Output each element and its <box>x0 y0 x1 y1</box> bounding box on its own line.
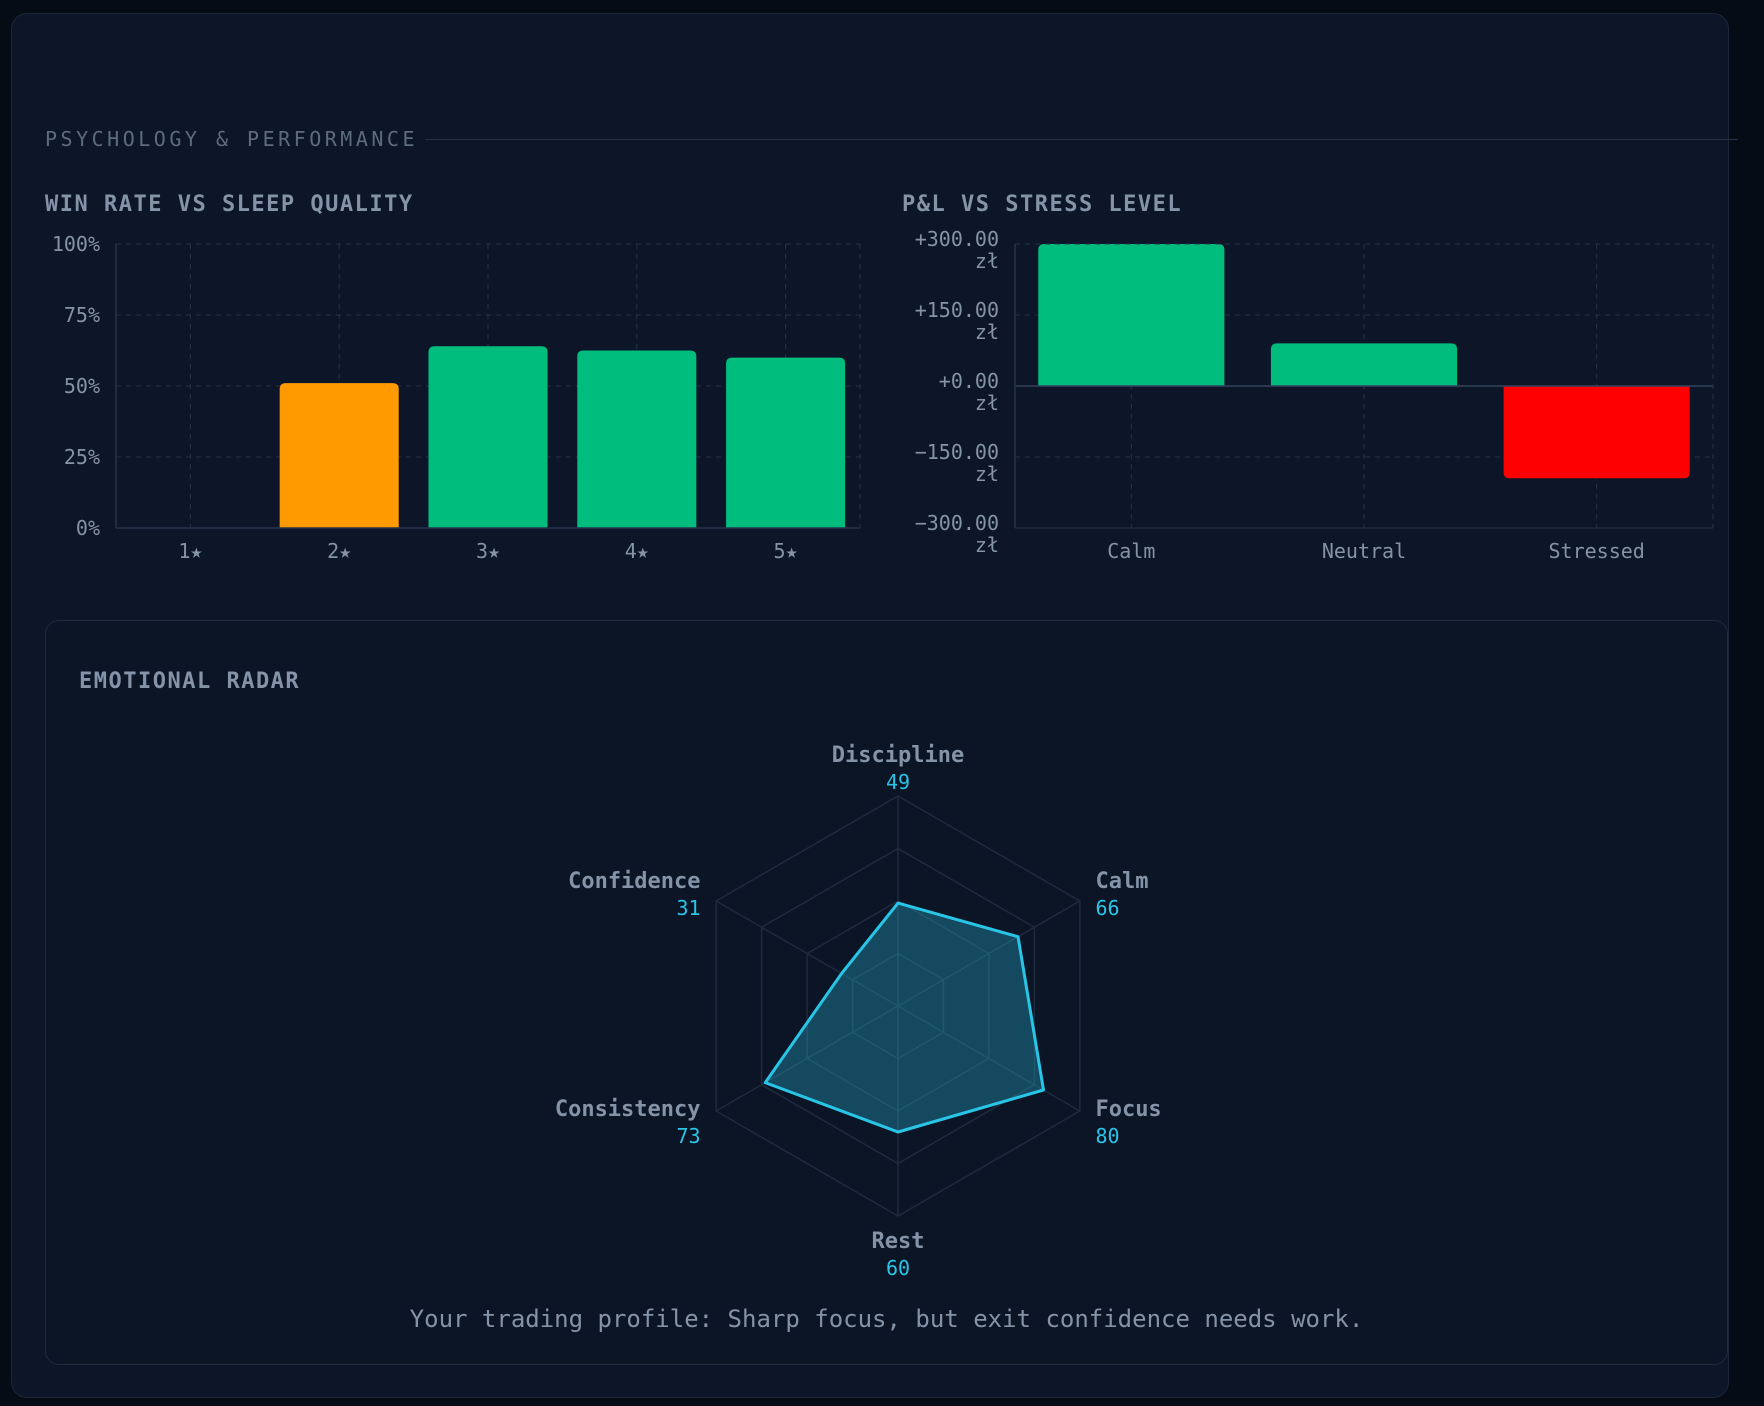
radar-axis-value: 49 <box>886 770 910 794</box>
pnl-x-tick: Neutral <box>1322 539 1406 563</box>
win-rate-y-tick: 100% <box>52 232 100 256</box>
radar-axis-value: 73 <box>676 1124 700 1148</box>
pnl-bar <box>1038 244 1225 386</box>
win-rate-y-tick: 50% <box>64 374 100 398</box>
radar-axis-label: Discipline <box>832 743 964 768</box>
pnl-y-tick-unit: zł <box>975 391 999 415</box>
pnl-chart-title: P&L VS STRESS LEVEL <box>902 192 1183 217</box>
radar-axis-label: Consistency <box>555 1097 701 1122</box>
psychology-panel: PSYCHOLOGY & PERFORMANCE WIN RATE VS SLE… <box>11 13 1738 1398</box>
win-rate-chart-title: WIN RATE VS SLEEP QUALITY <box>45 192 414 217</box>
radar-axis-value: 80 <box>1095 1124 1119 1148</box>
radar-title: EMOTIONAL RADAR <box>79 669 301 694</box>
section-divider <box>425 139 1738 140</box>
win-rate-x-tick: 2★ <box>327 539 351 563</box>
win-rate-x-tick: 5★ <box>774 539 798 563</box>
win-rate-bar <box>726 357 846 528</box>
pnl-y-tick-value: −150.00 <box>915 440 999 464</box>
radar-spoke <box>897 1005 1081 1112</box>
pnl-chart: +300.00zł+150.00zł+0.00zł−150.00zł−300.0… <box>915 227 1714 563</box>
win-rate-chart: 100% 75% 50% 25% 0% 1★ 2★ 3★ 4★ 5★ <box>52 232 861 563</box>
win-rate-x-tick: 1★ <box>178 539 202 563</box>
pnl-y-tick-unit: zł <box>975 320 999 344</box>
radar-spoke <box>715 1005 899 1112</box>
pnl-y-tick-unit: zł <box>975 533 999 557</box>
emotional-radar-card: EMOTIONAL RADAR Discipline 49 Calm 66 Focus 8… <box>45 620 1728 1365</box>
pnl-y-tick-value: +300.00 <box>915 227 999 251</box>
pnl-y-tick-unit: zł <box>975 249 999 273</box>
radar-data-polygon <box>763 901 1045 1134</box>
radar-axis-value: 60 <box>886 1256 910 1280</box>
pnl-y-tick-unit: zł <box>975 462 999 486</box>
radar-spoke <box>897 900 1081 1007</box>
pnl-x-tick: Calm <box>1107 539 1155 563</box>
radar-axis-value: 66 <box>1095 896 1119 920</box>
radar-axis-label: Focus <box>1095 1097 1161 1122</box>
win-rate-bar <box>428 346 548 528</box>
pnl-bar <box>1270 343 1458 386</box>
pnl-x-tick: Stressed <box>1549 539 1645 563</box>
win-rate-y-tick: 25% <box>64 445 100 469</box>
pnl-y-tick-value: −300.00 <box>915 511 999 535</box>
section-header: PSYCHOLOGY & PERFORMANCE <box>45 127 1738 151</box>
radar-axis-label: Confidence <box>568 869 700 894</box>
pnl-y-tick-value: +0.00 <box>939 369 999 393</box>
win-rate-x-tick: 4★ <box>625 539 649 563</box>
win-rate-bar <box>279 383 399 528</box>
win-rate-y-tick: 0% <box>76 516 100 540</box>
pnl-y-tick-value: +150.00 <box>915 298 999 322</box>
radar-axis-value: 31 <box>676 896 700 920</box>
radar-axis-label: Rest <box>872 1229 925 1254</box>
trading-profile-text: Your trading profile: Sharp focus, but e… <box>409 1305 1364 1333</box>
win-rate-x-tick: 3★ <box>476 539 500 563</box>
win-rate-bar <box>577 350 697 528</box>
section-title: PSYCHOLOGY & PERFORMANCE <box>45 127 418 151</box>
radar-axis-label: Calm <box>1095 869 1148 894</box>
win-rate-y-tick: 75% <box>64 303 100 327</box>
pnl-bar <box>1503 386 1690 479</box>
radar-spoke <box>715 900 899 1007</box>
